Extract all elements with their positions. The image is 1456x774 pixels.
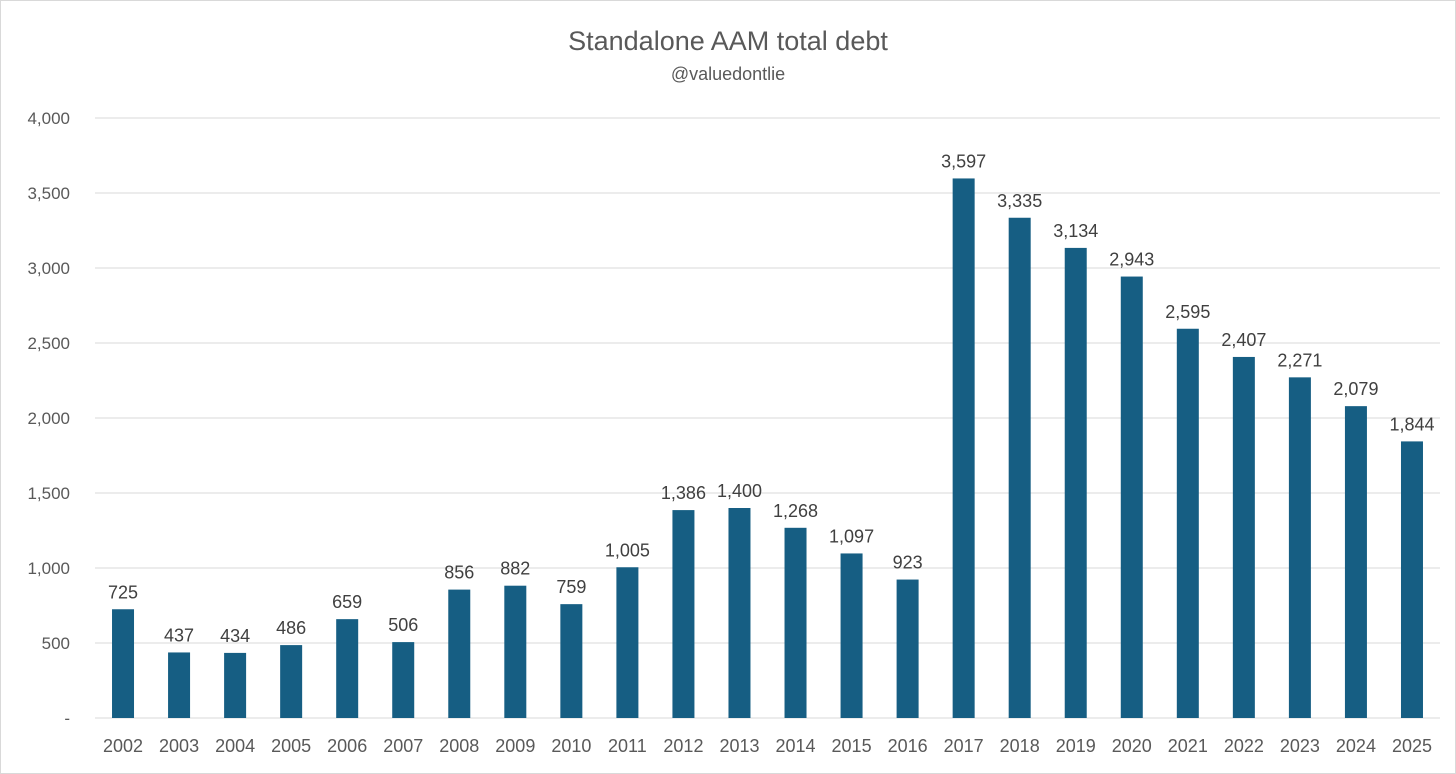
data-label: 2,943 xyxy=(1109,250,1154,270)
data-label: 1,844 xyxy=(1389,414,1434,434)
data-label: 2,595 xyxy=(1165,302,1210,322)
y-tick-label: 1,500 xyxy=(27,484,70,503)
x-tick-label: 2010 xyxy=(551,736,591,756)
data-label: 1,386 xyxy=(661,483,706,503)
x-tick-label: 2003 xyxy=(159,736,199,756)
y-axis-ticks: - 500 1,000 1,500 2,000 2,500 3,000 3,500 4,000 xyxy=(27,109,70,728)
data-label: 1,005 xyxy=(605,540,650,560)
bar xyxy=(1400,441,1423,718)
data-label: 659 xyxy=(332,592,362,612)
x-tick-label: 2020 xyxy=(1112,736,1152,756)
x-tick-label: 2019 xyxy=(1056,736,1096,756)
x-tick-label: 2005 xyxy=(271,736,311,756)
bar xyxy=(224,652,247,718)
bar xyxy=(896,579,919,718)
data-label: 1,400 xyxy=(717,481,762,501)
data-label: 759 xyxy=(556,577,586,597)
data-label: 437 xyxy=(164,625,194,645)
data-label: 2,079 xyxy=(1333,379,1378,399)
bar xyxy=(1288,377,1311,718)
bar xyxy=(448,589,471,718)
y-tick-label: 2,000 xyxy=(27,409,70,428)
x-tick-label: 2025 xyxy=(1392,736,1432,756)
gridlines xyxy=(95,117,1440,719)
bar xyxy=(728,508,751,718)
data-label: 486 xyxy=(276,618,306,638)
x-tick-label: 2014 xyxy=(775,736,815,756)
data-label: 882 xyxy=(500,559,530,579)
y-tick-label: 2,500 xyxy=(27,334,70,353)
x-tick-label: 2006 xyxy=(327,736,367,756)
chart-title: Standalone AAM total debt xyxy=(568,26,888,56)
data-label: 506 xyxy=(388,615,418,635)
bar xyxy=(1008,217,1031,718)
data-label: 3,335 xyxy=(997,191,1042,211)
data-label: 434 xyxy=(220,626,250,646)
x-axis-ticks: 2002 2003 2004 2005 2006 2007 2008 2009 2010 2011… xyxy=(103,736,1432,756)
bar xyxy=(672,510,695,718)
x-tick-label: 2011 xyxy=(608,736,647,756)
x-tick-label: 2024 xyxy=(1336,736,1376,756)
data-label: 1,268 xyxy=(773,501,818,521)
bar xyxy=(1176,328,1199,718)
x-tick-label: 2013 xyxy=(719,736,759,756)
x-tick-label: 2023 xyxy=(1280,736,1320,756)
y-tick-label: - xyxy=(64,709,70,728)
bar xyxy=(840,553,863,718)
data-label: 725 xyxy=(108,582,138,602)
x-tick-label: 2016 xyxy=(888,736,928,756)
y-tick-label: 500 xyxy=(42,634,70,653)
x-tick-label: 2009 xyxy=(495,736,535,756)
bar xyxy=(1344,406,1367,718)
bar xyxy=(784,527,807,718)
bar xyxy=(560,604,583,718)
x-tick-label: 2008 xyxy=(439,736,479,756)
chart-subtitle: @valuedontlie xyxy=(671,64,785,84)
bar xyxy=(168,652,191,718)
bar xyxy=(280,645,303,718)
bar xyxy=(336,619,359,718)
x-tick-label: 2022 xyxy=(1224,736,1264,756)
bar xyxy=(1232,356,1255,718)
bar xyxy=(1064,247,1087,718)
bar xyxy=(112,609,135,718)
x-tick-label: 2015 xyxy=(832,736,872,756)
y-tick-label: 3,000 xyxy=(27,259,70,278)
x-tick-label: 2002 xyxy=(103,736,143,756)
data-label: 3,597 xyxy=(941,151,986,171)
data-label: 2,271 xyxy=(1277,350,1322,370)
data-label: 1,097 xyxy=(829,526,874,546)
x-tick-label: 2004 xyxy=(215,736,255,756)
x-tick-label: 2012 xyxy=(663,736,703,756)
data-label: 3,134 xyxy=(1053,221,1098,241)
x-tick-label: 2017 xyxy=(944,736,984,756)
data-label: 923 xyxy=(893,553,923,573)
x-tick-label: 2007 xyxy=(383,736,423,756)
bar xyxy=(1120,276,1143,718)
x-tick-label: 2021 xyxy=(1168,736,1208,756)
x-tick-label: 2018 xyxy=(1000,736,1040,756)
y-tick-label: 4,000 xyxy=(27,109,70,128)
bar xyxy=(392,642,415,718)
data-labels: 725 437 434 486 659 506 856 882 759 1,005 1,386 1,4… xyxy=(108,151,1435,645)
y-tick-label: 1,000 xyxy=(27,559,70,578)
data-label: 856 xyxy=(444,563,474,583)
bar xyxy=(504,585,527,718)
bars xyxy=(112,178,1423,718)
bar xyxy=(616,567,639,718)
data-label: 2,407 xyxy=(1221,330,1266,350)
y-tick-label: 3,500 xyxy=(27,184,70,203)
bar xyxy=(952,178,975,718)
